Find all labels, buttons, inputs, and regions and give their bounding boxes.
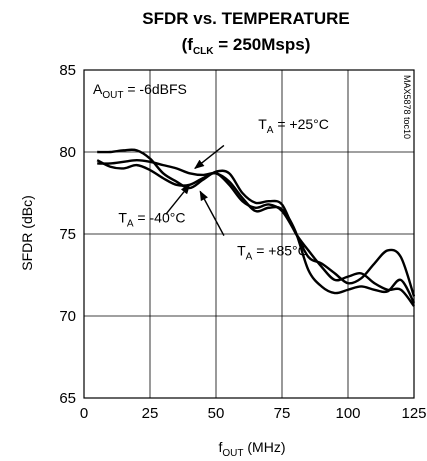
series-line-1 — [96, 159, 416, 297]
x-tick-label: 100 — [335, 405, 360, 422]
x-tick-label: 0 — [80, 405, 88, 422]
y-tick-label: 80 — [59, 144, 76, 161]
series-label-1: TA = -40°C — [118, 210, 185, 230]
y-axis-label: SFDR (dBc) — [19, 195, 35, 270]
plot-frame — [83, 69, 415, 399]
series-line-0 — [97, 159, 416, 304]
chart-title-line1: SFDR vs. TEMPERATURE — [142, 9, 350, 28]
y-tick-label: 85 — [59, 62, 76, 79]
test-condition-label: AOUT = -6dBFS — [93, 81, 187, 101]
x-tick-label: 25 — [142, 405, 159, 422]
chart-title-line2: (fCLK = 250Msps) — [182, 35, 311, 57]
x-tick-label: 75 — [274, 405, 291, 422]
series-lines — [96, 148, 416, 307]
y-tick-labels: 65 70 75 80 85 — [59, 62, 76, 407]
series-line-2 — [97, 148, 415, 307]
y-tick-label: 65 — [59, 390, 76, 407]
series-label-0: TA = +25°C — [258, 116, 329, 136]
x-tick-label: 50 — [208, 405, 225, 422]
annotation-arrow-0 — [194, 144, 225, 170]
series-annotations: TA = +25°C TA = -40°C TA = +85°C — [118, 116, 329, 262]
watermark: MAX5878 toc10 — [402, 75, 412, 139]
annotation-arrow-2 — [199, 190, 225, 236]
y-tick-label: 75 — [59, 226, 76, 243]
annotation-arrow-1 — [165, 184, 191, 215]
x-tick-labels: 0 25 50 75 100 125 — [80, 405, 427, 422]
y-tick-label: 70 — [59, 308, 76, 325]
grid — [84, 70, 414, 398]
x-tick-label: 125 — [401, 405, 426, 422]
x-axis-label: fOUT (MHz) — [219, 439, 286, 459]
series-label-2: TA = +85°C — [237, 242, 308, 262]
